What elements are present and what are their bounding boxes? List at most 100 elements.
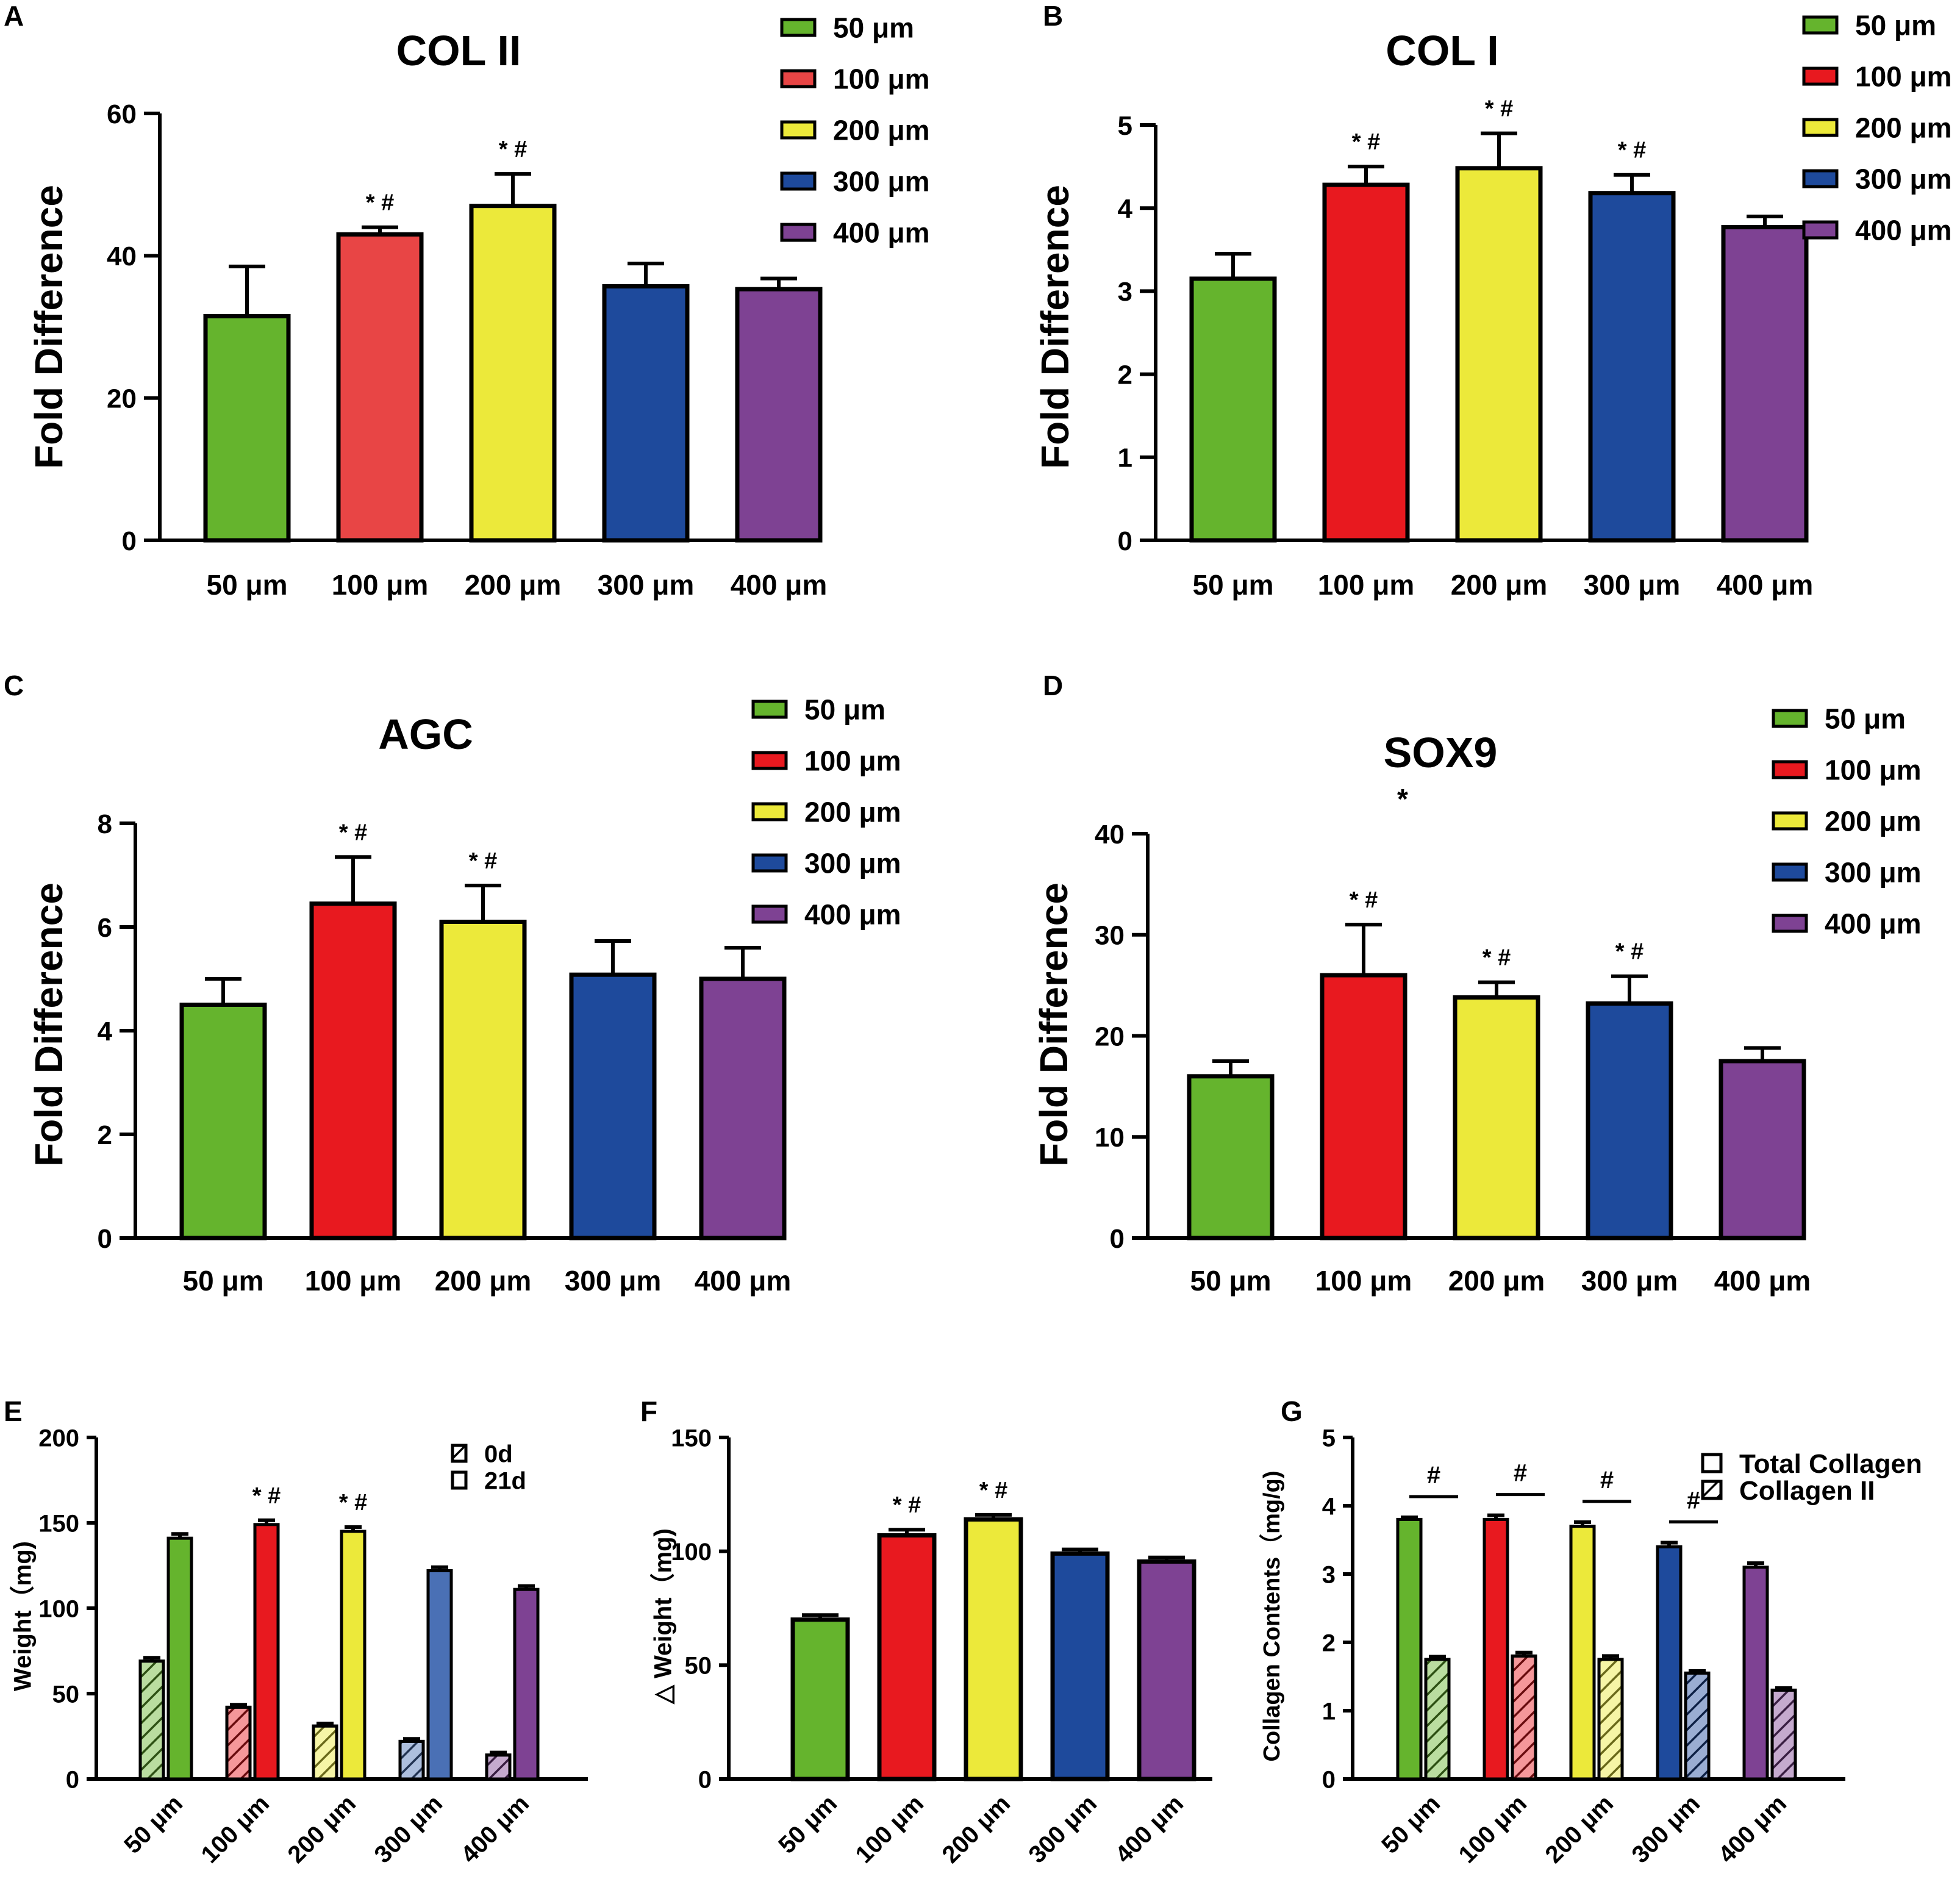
legend-swatch — [1802, 220, 1839, 240]
x-tick-label: 100 μm — [851, 1790, 929, 1869]
y-tick-label: 0 — [1118, 526, 1132, 556]
legend-swatch — [751, 853, 788, 873]
x-tick-label: 100 μm — [196, 1790, 275, 1869]
x-tick-label: 200 μm — [1451, 569, 1548, 601]
bar — [1396, 1517, 1423, 1781]
legend-label: 50 μm — [804, 694, 885, 726]
bar — [309, 901, 397, 1240]
legend-swatch — [1772, 709, 1808, 728]
y-axis-label: △ Weight（mg) — [650, 1528, 677, 1705]
x-tick-label: 300 μm — [1024, 1790, 1103, 1869]
x-tick-label: 400 μm — [1714, 1790, 1792, 1869]
bar — [1187, 1074, 1275, 1240]
x-tick-label: 200 μm — [435, 1265, 532, 1297]
legend-label: 200 μm — [833, 115, 930, 146]
legend-label: 400 μm — [1825, 908, 1922, 940]
bar — [1455, 166, 1543, 543]
x-tick-label: 200 μm — [1540, 1790, 1619, 1869]
x-tick-label: 300 μm — [370, 1790, 448, 1869]
y-tick-label: 150 — [38, 1510, 79, 1537]
legend-label: 200 μm — [804, 796, 901, 828]
bar-hatch — [312, 1724, 338, 1781]
bar — [166, 1536, 193, 1781]
panel-label-b: B — [1043, 0, 1063, 32]
x-tick-label: 200 μm — [283, 1790, 362, 1869]
y-tick-label: 150 — [671, 1425, 712, 1451]
legend-label: 100 μm — [1825, 754, 1922, 786]
bar-hatch — [1770, 1688, 1797, 1781]
legend-swatch — [451, 1470, 468, 1490]
bar — [602, 284, 690, 543]
chart-col2: 0 20 40 60 COL II Fold Difference 50 μm * # 100 … — [27, 12, 930, 601]
legend-label: 200 μm — [1825, 806, 1922, 837]
bar-hatch — [1597, 1658, 1624, 1781]
y-tick-label: 3 — [1118, 277, 1132, 307]
x-tick-label: 200 μm — [465, 569, 562, 601]
bar — [336, 232, 424, 543]
legend-swatch — [1772, 862, 1808, 882]
bar — [964, 1517, 1023, 1781]
y-tick-label: 4 — [1118, 194, 1133, 224]
bar — [513, 1587, 540, 1781]
y-tick-label: 1 — [1322, 1698, 1336, 1725]
legend-swatch — [780, 69, 817, 88]
legend-swatch — [751, 751, 788, 770]
bar — [179, 1003, 267, 1240]
panel-label-d: D — [1043, 670, 1063, 701]
chart-title: SOX9 — [1384, 729, 1498, 776]
bar-hatch — [225, 1705, 252, 1781]
x-tick-label: 200 μm — [937, 1790, 1016, 1869]
x-tick-label: 300 μm — [565, 1265, 662, 1297]
y-tick-label: 100 — [671, 1539, 712, 1566]
significance-mark: # — [1687, 1487, 1700, 1514]
bar-hatch — [398, 1739, 425, 1781]
x-tick-label: 50 μm — [773, 1790, 842, 1859]
significance-mark: * # — [1615, 939, 1643, 965]
x-tick-label: 50 μm — [119, 1790, 188, 1859]
panel-label-g: G — [1281, 1395, 1303, 1427]
chart-sox9: 0 10 20 30 40 SOX9 * Fold Difference 50 μm * # 100… — [1032, 703, 1922, 1297]
significance-mark: # — [1600, 1467, 1614, 1494]
legend-swatch — [780, 223, 817, 242]
legend-swatch — [1772, 914, 1808, 933]
bar — [1588, 191, 1676, 543]
y-tick-label: 0 — [66, 1766, 79, 1793]
significance-mark: * # — [1618, 138, 1646, 163]
legend-swatch — [751, 802, 788, 821]
legend-label: 400 μm — [804, 899, 901, 931]
x-tick-label: 100 μm — [332, 569, 429, 601]
bar — [439, 920, 527, 1240]
panel-label-e: E — [4, 1395, 23, 1427]
bar — [877, 1533, 937, 1781]
y-axis-label: Fold Difference — [27, 185, 71, 469]
y-tick-label: 30 — [1095, 921, 1125, 951]
x-tick-label: 400 μm — [456, 1790, 535, 1869]
chart-title: COL I — [1386, 27, 1498, 74]
legend-swatch — [780, 120, 817, 140]
significance-mark: * # — [366, 190, 394, 216]
significance-mark: * # — [469, 848, 497, 874]
legend-label: 100 μm — [833, 63, 930, 95]
legend-label: 300 μm — [1855, 163, 1952, 195]
bar — [1453, 995, 1540, 1240]
x-tick-label: 50 μm — [183, 1265, 264, 1297]
legend-label: 100 μm — [1855, 61, 1952, 93]
x-tick-label: 300 μm — [598, 569, 695, 601]
significance-mark: * # — [893, 1492, 921, 1518]
y-tick-label: 10 — [1095, 1123, 1125, 1153]
y-tick-label: 200 — [38, 1425, 79, 1451]
bar — [1483, 1517, 1509, 1781]
legend-swatch — [1701, 1453, 1723, 1473]
x-tick-label: 50 μm — [1190, 1265, 1271, 1297]
chart-col1: 0 1 2 3 4 5 COL I Fold Difference 50 μm * # 100 μm… — [1033, 10, 1952, 601]
legend-label: 0d — [484, 1441, 513, 1467]
chart-weight: 0 50 100 150 200 Weight（mg) 50 μm * # 100 μm * # 2… — [10, 1425, 588, 1869]
legend-swatch — [1802, 15, 1839, 35]
x-tick-label: 400 μm — [1714, 1265, 1811, 1297]
bar — [1322, 182, 1410, 543]
y-tick-label: 50 — [685, 1653, 712, 1680]
legend-label: 50 μm — [833, 12, 914, 44]
y-axis-label: Collagen Contents（mg/g) — [1259, 1470, 1285, 1761]
x-tick-label: 50 μm — [1376, 1790, 1445, 1859]
